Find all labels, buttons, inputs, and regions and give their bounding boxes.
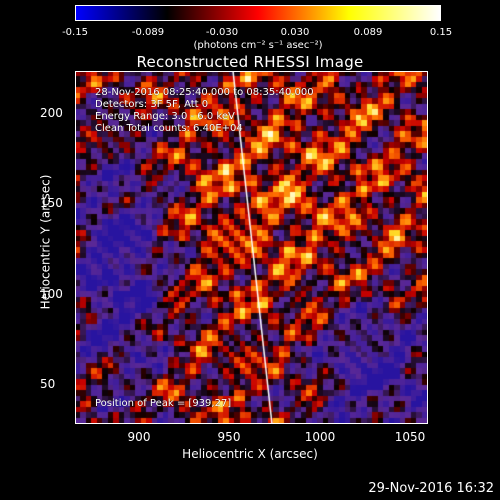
rhessi-image-canvas <box>75 71 428 424</box>
y-axis-label: Heliocentric Y (arcsec) <box>38 174 53 310</box>
y-tick-label: 200 <box>40 106 63 120</box>
y-tick-label: 50 <box>40 377 56 391</box>
x-tick-label: 1050 <box>394 430 426 444</box>
colorbar <box>75 5 441 21</box>
detectors-label: Detectors: 3F 5F, Att 0 <box>95 99 209 110</box>
y-tick-label: 100 <box>40 287 63 301</box>
colorbar-tick: 0.030 <box>280 27 310 38</box>
x-tick-label: 950 <box>217 430 241 444</box>
colorbar-tick: -0.15 <box>62 27 88 38</box>
x-axis-label: Heliocentric X (arcsec) <box>182 447 318 461</box>
colorbar-tick: 0.089 <box>353 27 383 38</box>
timestamp-footer: 29-Nov-2016 16:32 <box>368 481 494 496</box>
colorbar-tick: -0.089 <box>131 27 165 38</box>
colorbar-tick: -0.030 <box>205 27 239 38</box>
energy-range-label: Energy Range: 3.0 - 6.0 keV <box>95 111 235 122</box>
time-range-label: 28-Nov-2016 08:25:40.000 to 08:35:40.000 <box>95 87 314 98</box>
image-title: Reconstructed RHESSI Image <box>136 53 364 71</box>
peak-position-label: Position of Peak = [939,27] <box>95 398 232 409</box>
colorbar-tick: 0.15 <box>429 27 453 38</box>
clean-counts-label: Clean Total counts: 6.40E+04 <box>95 123 243 134</box>
colorbar-units: (photons cm⁻² s⁻¹ asec⁻²) <box>193 40 323 51</box>
x-tick-label: 1000 <box>304 430 336 444</box>
rhessi-image <box>75 71 428 424</box>
y-tick-label: 150 <box>40 196 63 210</box>
x-tick-label: 900 <box>127 430 151 444</box>
